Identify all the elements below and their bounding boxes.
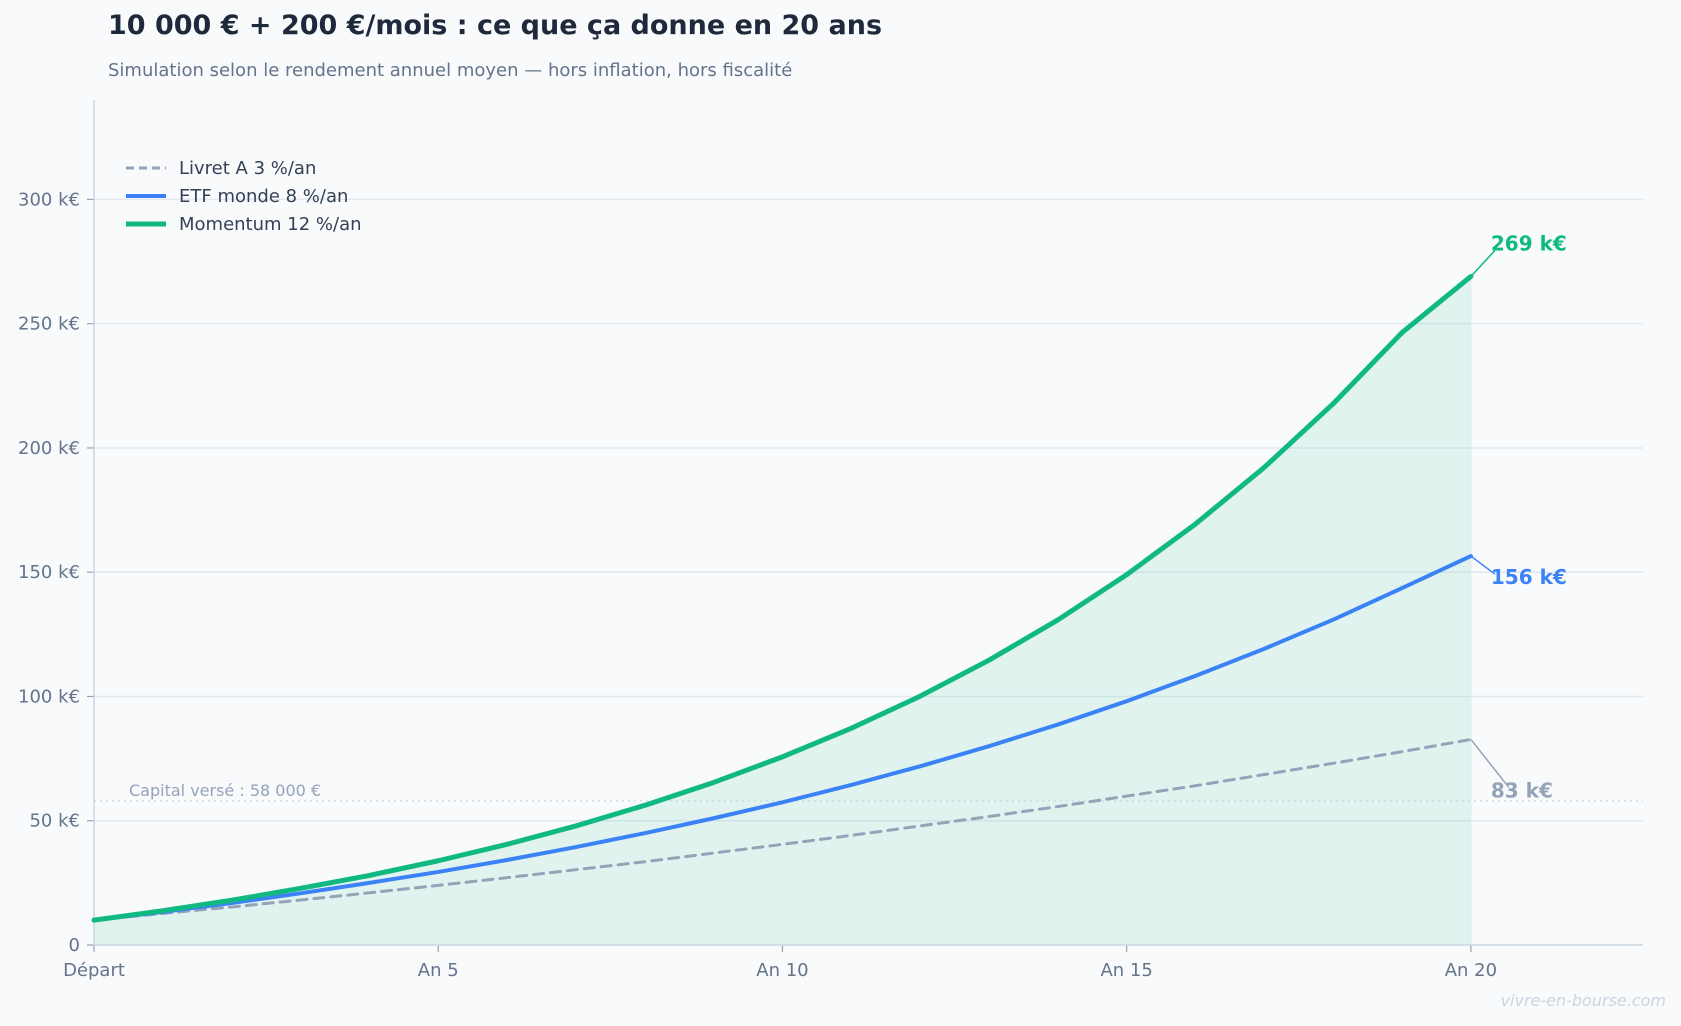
series-lines <box>91 273 1474 923</box>
y-tick-label: 0 <box>69 935 80 956</box>
series-line-1 <box>92 554 1473 923</box>
chart-title: 10 000 € + 200 €/mois : ce que ça donne … <box>108 10 883 41</box>
end-labels: 83 k€ 156 k€ 269 k€ <box>1470 231 1567 802</box>
series-line-2 <box>91 273 1474 923</box>
y-tick-label: 250 k€ <box>18 314 80 335</box>
x-tick-label: Départ <box>63 960 125 981</box>
chart-subtitle: Simulation selon le rendement annuel moy… <box>108 60 793 81</box>
reference-line-label: Capital versé : 58 000 € <box>129 781 321 800</box>
legend-label-2: Momentum 12 %/an <box>179 214 362 235</box>
end-label-leader <box>1470 555 1496 575</box>
y-tick-label: 300 k€ <box>18 189 80 210</box>
legend: Livret A 3 %/an ETF monde 8 %/an Momentum … <box>126 158 362 235</box>
watermark: vivre-en-bourse.com <box>1500 991 1666 1010</box>
x-tick-label: An 5 <box>418 960 459 981</box>
series-line-0 <box>92 737 1473 922</box>
area-fill-momentum <box>94 276 1471 945</box>
y-tick-label: 200 k€ <box>18 438 80 459</box>
y-tick-label: 50 k€ <box>29 811 80 832</box>
end-label-leader <box>1470 249 1496 277</box>
end-label-0: 83 k€ <box>1491 778 1553 802</box>
end-label-2: 269 k€ <box>1491 231 1567 255</box>
y-tick-label: 100 k€ <box>18 686 80 707</box>
grid <box>94 198 1643 822</box>
end-label-1: 156 k€ <box>1491 565 1567 589</box>
end-label-leader <box>1470 739 1510 788</box>
reference-line-group: Capital versé : 58 000 € <box>94 781 1643 802</box>
legend-label-0: Livret A 3 %/an <box>179 158 316 179</box>
x-tick-label: An 20 <box>1445 960 1497 981</box>
x-tick-label: An 15 <box>1100 960 1152 981</box>
area-fill <box>94 276 1472 945</box>
axes: 0 50 k€ 100 k€ 150 k€ 200 k€ 250 k€ 300 k€ Dépa… <box>18 100 1643 981</box>
legend-label-1: ETF monde 8 %/an <box>179 186 348 207</box>
x-tick-label: An 10 <box>756 960 808 981</box>
y-tick-label: 150 k€ <box>18 562 80 583</box>
